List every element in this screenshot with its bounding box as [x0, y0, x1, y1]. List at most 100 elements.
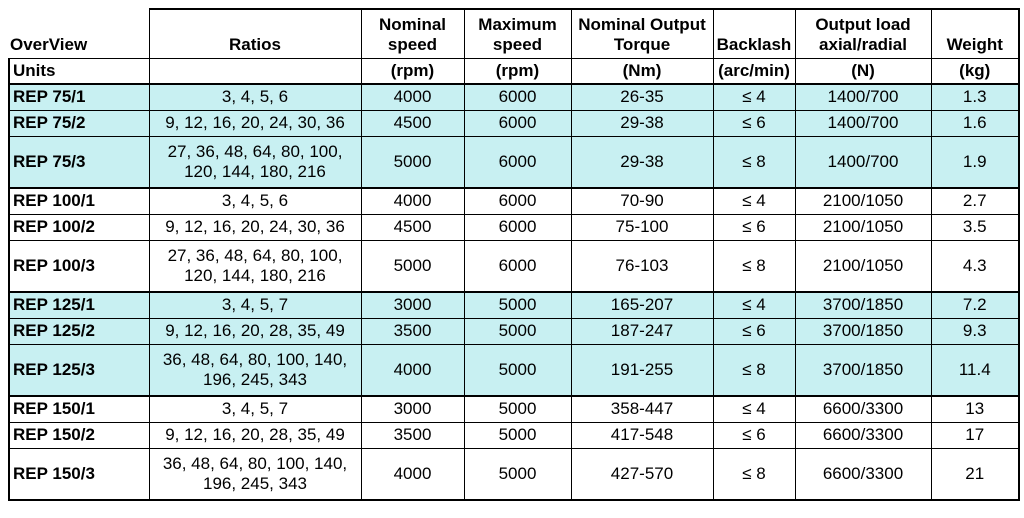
- backlash-cell: ≤ 4: [712, 187, 796, 215]
- maximum-speed-cell: 5000: [463, 421, 572, 449]
- weight-cell: 11.4: [930, 343, 1020, 397]
- ratios-cell: 3, 4, 5, 6: [148, 83, 362, 111]
- unit-ratios: [148, 57, 362, 85]
- table-row: REP 100/3 27, 36, 48, 64, 80, 100, 120, …: [8, 239, 1020, 293]
- ratios-cell: 3, 4, 5, 6: [148, 187, 362, 215]
- backlash-cell: ≤ 6: [712, 421, 796, 449]
- backlash-cell: ≤ 4: [712, 395, 796, 423]
- weight-cell: 17: [930, 421, 1020, 449]
- column-header-ratios: Ratios: [148, 8, 362, 59]
- model-cell: REP 100/2: [8, 213, 150, 241]
- maximum-speed-cell: 5000: [463, 317, 572, 345]
- ratios-cell: 9, 12, 16, 20, 28, 35, 49: [148, 421, 362, 449]
- model-cell: REP 125/1: [8, 291, 150, 319]
- column-header-nominal-output-torque: Nominal Output Torque: [570, 8, 714, 59]
- maximum-speed-cell: 5000: [463, 291, 572, 319]
- table-row: REP 75/2 9, 12, 16, 20, 24, 30, 36 4500 …: [8, 109, 1020, 137]
- maximum-speed-cell: 6000: [463, 213, 572, 241]
- table-row: REP 125/2 9, 12, 16, 20, 28, 35, 49 3500…: [8, 317, 1020, 345]
- nominal-speed-cell: 3500: [360, 317, 465, 345]
- unit-maximum-speed: (rpm): [463, 57, 572, 85]
- output-load-cell: 3700/1850: [794, 317, 932, 345]
- nominal-speed-cell: 4000: [360, 187, 465, 215]
- table-row: REP 125/3 36, 48, 64, 80, 100, 140, 196,…: [8, 343, 1020, 397]
- corner-label: OverView: [9, 9, 150, 59]
- nominal-speed-cell: 4500: [360, 213, 465, 241]
- nominal-speed-cell: 5000: [360, 239, 465, 293]
- column-header-weight: Weight: [930, 8, 1020, 59]
- torque-cell: 191-255: [570, 343, 714, 397]
- maximum-speed-cell: 6000: [463, 187, 572, 215]
- output-load-cell: 2100/1050: [794, 239, 932, 293]
- nominal-speed-cell: 3000: [360, 395, 465, 423]
- table-row: REP 125/1 3, 4, 5, 7 3000 5000 165-207 ≤…: [8, 291, 1020, 319]
- output-load-cell: 3700/1850: [794, 343, 932, 397]
- backlash-cell: ≤ 4: [712, 83, 796, 111]
- ratios-cell: 36, 48, 64, 80, 100, 140, 196, 245, 343: [148, 447, 362, 501]
- column-header-backlash: Backlash: [712, 8, 796, 59]
- units-row-label: Units: [8, 57, 150, 85]
- model-cell: REP 125/3: [8, 343, 150, 397]
- maximum-speed-cell: 5000: [463, 447, 572, 501]
- output-load-cell: 1400/700: [794, 109, 932, 137]
- nominal-speed-cell: 4000: [360, 83, 465, 111]
- header-row: OverView Ratios Nominal speed Maximum sp…: [9, 8, 1020, 59]
- weight-cell: 21: [930, 447, 1020, 501]
- weight-cell: 9.3: [930, 317, 1020, 345]
- table-row: REP 75/3 27, 36, 48, 64, 80, 100, 120, 1…: [8, 135, 1020, 189]
- gearbox-spec-table: OverView Ratios Nominal speed Maximum sp…: [8, 8, 1020, 501]
- table-row: REP 100/1 3, 4, 5, 6 4000 6000 70-90 ≤ 4…: [8, 187, 1020, 215]
- ratios-cell: 9, 12, 16, 20, 24, 30, 36: [148, 109, 362, 137]
- torque-cell: 29-38: [570, 109, 714, 137]
- weight-cell: 1.6: [930, 109, 1020, 137]
- weight-cell: 2.7: [930, 187, 1020, 215]
- output-load-cell: 2100/1050: [794, 213, 932, 241]
- backlash-cell: ≤ 6: [712, 213, 796, 241]
- nominal-speed-cell: 5000: [360, 135, 465, 189]
- nominal-speed-cell: 3000: [360, 291, 465, 319]
- weight-cell: 3.5: [930, 213, 1020, 241]
- maximum-speed-cell: 5000: [463, 343, 572, 397]
- weight-cell: 1.3: [930, 83, 1020, 111]
- ratios-cell: 3, 4, 5, 7: [148, 395, 362, 423]
- output-load-cell: 6600/3300: [794, 447, 932, 501]
- table-row: REP 150/1 3, 4, 5, 7 3000 5000 358-447 ≤…: [8, 395, 1020, 423]
- ratios-cell: 9, 12, 16, 20, 28, 35, 49: [148, 317, 362, 345]
- units-row: Units (rpm) (rpm) (Nm) (arc/min) (N) (kg…: [8, 57, 1020, 85]
- model-cell: REP 150/2: [8, 421, 150, 449]
- weight-cell: 13: [930, 395, 1020, 423]
- backlash-cell: ≤ 6: [712, 317, 796, 345]
- maximum-speed-cell: 5000: [463, 395, 572, 423]
- ratios-cell: 36, 48, 64, 80, 100, 140, 196, 245, 343: [148, 343, 362, 397]
- model-cell: REP 150/3: [8, 447, 150, 501]
- model-cell: REP 75/1: [8, 83, 150, 111]
- column-header-maximum-speed: Maximum speed: [463, 8, 572, 59]
- output-load-cell: 2100/1050: [794, 187, 932, 215]
- output-load-cell: 6600/3300: [794, 395, 932, 423]
- nominal-speed-cell: 4000: [360, 447, 465, 501]
- torque-cell: 358-447: [570, 395, 714, 423]
- torque-cell: 75-100: [570, 213, 714, 241]
- backlash-cell: ≤ 8: [712, 239, 796, 293]
- torque-cell: 165-207: [570, 291, 714, 319]
- torque-cell: 29-38: [570, 135, 714, 189]
- unit-torque: (Nm): [570, 57, 714, 85]
- torque-cell: 427-570: [570, 447, 714, 501]
- ratios-cell: 3, 4, 5, 7: [148, 291, 362, 319]
- weight-cell: 1.9: [930, 135, 1020, 189]
- model-cell: REP 75/3: [8, 135, 150, 189]
- weight-cell: 7.2: [930, 291, 1020, 319]
- column-header-output-load: Output load axial/radial: [794, 8, 932, 59]
- output-load-cell: 1400/700: [794, 135, 932, 189]
- table-row: REP 150/3 36, 48, 64, 80, 100, 140, 196,…: [8, 447, 1020, 501]
- torque-cell: 70-90: [570, 187, 714, 215]
- unit-weight: (kg): [930, 57, 1020, 85]
- table-row: REP 150/2 9, 12, 16, 20, 28, 35, 49 3500…: [8, 421, 1020, 449]
- maximum-speed-cell: 6000: [463, 239, 572, 293]
- torque-cell: 76-103: [570, 239, 714, 293]
- output-load-cell: 1400/700: [794, 83, 932, 111]
- backlash-cell: ≤ 8: [712, 135, 796, 189]
- backlash-cell: ≤ 6: [712, 109, 796, 137]
- maximum-speed-cell: 6000: [463, 109, 572, 137]
- backlash-cell: ≤ 4: [712, 291, 796, 319]
